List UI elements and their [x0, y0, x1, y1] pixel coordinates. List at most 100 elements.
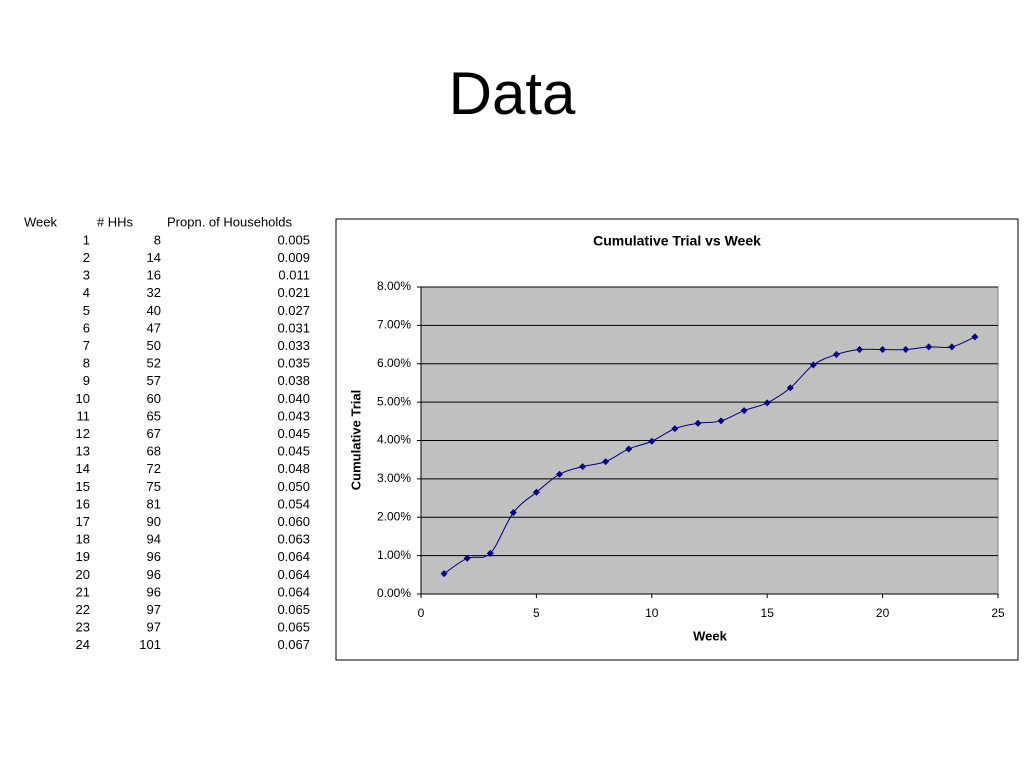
data-point	[809, 361, 817, 369]
chart-title: Cumulative Trial vs Week	[593, 233, 761, 249]
table-cell: 9	[83, 373, 90, 388]
table-cell: 0.031	[277, 320, 310, 335]
table-cell: 57	[147, 373, 161, 388]
y-tick-label: 5.00%	[377, 394, 411, 408]
table-cell: 14	[76, 461, 90, 476]
table-header: Propn. of Households	[167, 214, 293, 229]
table-cell: 72	[147, 461, 161, 476]
table-cell: 52	[147, 356, 161, 371]
data-point	[948, 343, 956, 351]
table-header: # HHs	[97, 214, 134, 229]
table-cell: 15	[76, 479, 90, 494]
y-tick-label: 7.00%	[377, 318, 411, 332]
table-cell: 40	[147, 303, 161, 318]
table-cell: 16	[76, 496, 90, 511]
table-cell: 32	[147, 285, 161, 300]
table-cell: 23	[76, 620, 90, 635]
table-cell: 0.009	[277, 250, 310, 265]
table-cell: 8	[83, 356, 90, 371]
data-point	[625, 445, 633, 453]
data-point	[463, 554, 471, 562]
table-cell: 8	[154, 232, 161, 247]
table-cell: 11	[77, 408, 91, 423]
data-point	[555, 470, 563, 478]
table-header: Week	[24, 214, 57, 229]
data-point	[694, 419, 702, 427]
table-cell: 65	[147, 408, 161, 423]
table-cell: 0.035	[277, 356, 310, 371]
data-point	[486, 549, 494, 557]
data-point	[579, 463, 587, 471]
x-tick-label: 20	[876, 606, 890, 620]
table-cell: 24	[76, 637, 90, 652]
table-cell: 0.033	[277, 338, 310, 353]
table-cell: 97	[147, 620, 161, 635]
table-cell: 10	[76, 391, 90, 406]
x-axis-label: Week	[693, 628, 727, 643]
y-tick-label: 2.00%	[377, 509, 411, 523]
data-point	[602, 458, 610, 466]
data-point	[671, 425, 679, 433]
table-cell: 2	[83, 250, 90, 265]
y-tick-label: 1.00%	[377, 548, 411, 562]
data-point	[786, 384, 794, 392]
table-cell: 14	[147, 250, 161, 265]
table-cell: 94	[147, 532, 161, 547]
table-cell: 0.043	[277, 408, 310, 423]
data-point	[832, 351, 840, 359]
table-cell: 67	[147, 426, 161, 441]
table-cell: 47	[147, 320, 161, 335]
table-cell: 21	[76, 584, 90, 599]
y-tick-label: 8.00%	[377, 279, 411, 293]
table-cell: 60	[147, 391, 161, 406]
x-tick-label: 10	[645, 606, 659, 620]
table-cell: 5	[83, 303, 90, 318]
table-cell: 0.040	[277, 391, 310, 406]
data-point	[740, 407, 748, 415]
data-point	[509, 509, 517, 517]
table-cell: 1	[83, 232, 90, 247]
y-tick-label: 0.00%	[377, 586, 411, 600]
slide-title: Data	[449, 60, 576, 127]
table-cell: 68	[147, 444, 161, 459]
table-cell: 6	[83, 320, 90, 335]
data-point	[971, 333, 979, 341]
table-cell: 50	[147, 338, 161, 353]
table-cell: 0.021	[277, 285, 310, 300]
table-cell: 90	[147, 514, 161, 529]
table-cell: 96	[147, 567, 161, 582]
data-point	[925, 343, 933, 351]
data-point	[440, 570, 448, 578]
table-cell: 0.054	[277, 496, 310, 511]
y-tick-label: 3.00%	[377, 471, 411, 485]
table-cell: 3	[83, 268, 90, 283]
y-tick-label: 4.00%	[377, 433, 411, 447]
table-cell: 97	[147, 602, 161, 617]
table-cell: 18	[76, 532, 90, 547]
table-cell: 75	[147, 479, 161, 494]
table-cell: 13	[76, 444, 90, 459]
table-cell: 4	[83, 285, 90, 300]
table-cell: 22	[76, 602, 90, 617]
data-point	[717, 417, 725, 425]
table-cell: 0.065	[277, 602, 310, 617]
table-cell: 96	[147, 584, 161, 599]
data-point	[902, 346, 910, 354]
data-point	[879, 346, 887, 354]
data-point	[532, 488, 540, 496]
table-cell: 7	[83, 338, 90, 353]
table-cell: 0.045	[277, 426, 310, 441]
table-cell: 0.065	[277, 620, 310, 635]
x-tick-label: 15	[761, 606, 775, 620]
table-cell: 0.067	[277, 637, 310, 652]
table-cell: 0.050	[277, 479, 310, 494]
y-axis-label: Cumulative Trial	[348, 390, 363, 490]
table-cell: 17	[76, 514, 90, 529]
table-cell: 0.038	[277, 373, 310, 388]
data-point	[763, 399, 771, 407]
table-cell: 19	[76, 549, 90, 564]
x-tick-label: 5	[533, 606, 540, 620]
table-cell: 0.005	[277, 232, 310, 247]
table-cell: 0.063	[277, 532, 310, 547]
